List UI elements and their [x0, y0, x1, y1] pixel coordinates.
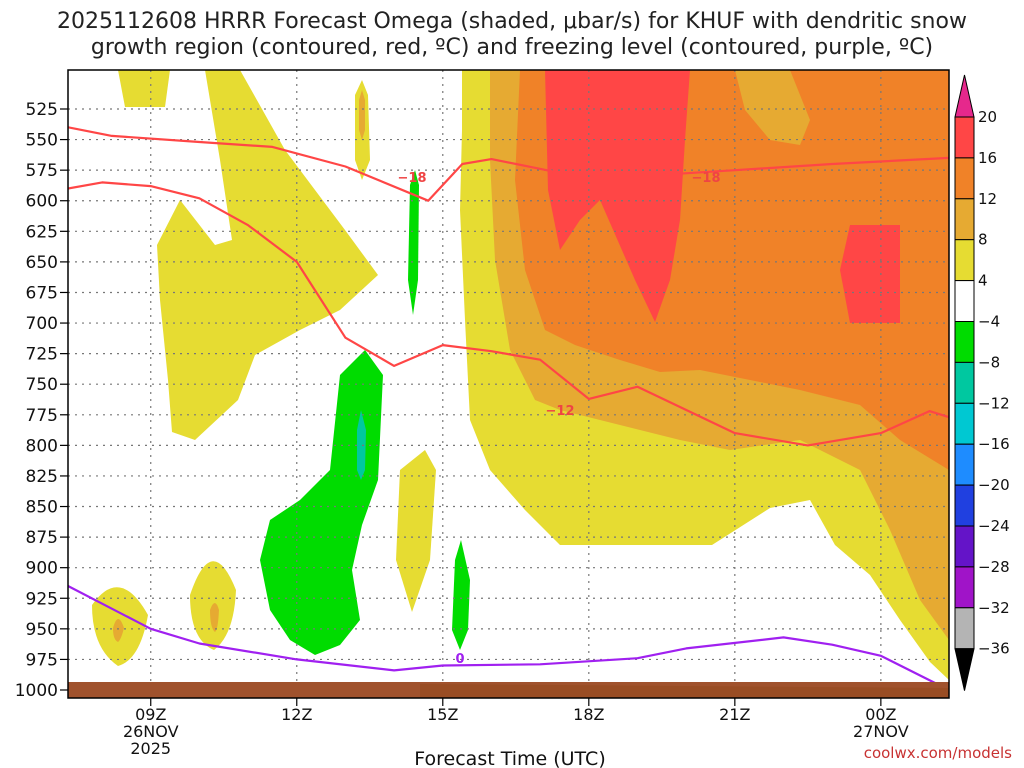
dgz-upper-isotherm-contour: [68, 126, 949, 202]
colorbar-tick-label: 20: [978, 108, 997, 126]
ground-terrain: [68, 682, 949, 698]
y-tick-label: 800: [26, 436, 58, 456]
omega-orange-band: [735, 70, 810, 145]
x-tick-label: 18Z: [573, 705, 604, 724]
colorbar-tick-label: −32: [978, 599, 1010, 617]
colorbar-bin: [954, 198, 975, 241]
colorbar-bin: [954, 566, 975, 609]
x-axis-label: Forecast Time (UTC): [414, 748, 605, 768]
colorbar-bottom-arrow: [954, 648, 975, 691]
credit-text: coolwx.com/models: [864, 744, 1012, 762]
colorbar-bin: [954, 607, 975, 650]
y-tick-label: 1000: [15, 681, 58, 701]
colorbar-tick-label: −28: [978, 558, 1010, 576]
contour-label-dgz-lower: −12: [546, 404, 575, 419]
contour-lines: [68, 126, 949, 691]
colorbar-tick-label: −4: [978, 313, 1000, 331]
omega-low-yellow: [396, 450, 436, 612]
colorbar: 20 16 12 8 4 −4 −8 −12 −16 −20 −24 −28 −32 −36: [954, 74, 1010, 691]
colorbar-bin: [954, 239, 975, 282]
x-tick-label: 21Z: [719, 705, 750, 724]
x-tick-year: 2025: [130, 739, 171, 758]
freezing-level-contour: [68, 585, 949, 691]
omega-max-red: [545, 70, 690, 322]
x-tick-date: 26NOV: [123, 722, 179, 741]
omega-low-yellow: [210, 603, 219, 632]
omega-low-yellow: [113, 619, 124, 642]
colorbar-bin: [954, 321, 975, 363]
y-tick-label: 775: [26, 406, 58, 426]
colorbar-bin: [954, 484, 975, 527]
colorbar-bin: [954, 402, 975, 445]
y-tick-label: 525: [26, 100, 58, 120]
omega-sinking-green: [452, 540, 470, 650]
chart-title-line1: 2025112608 HRRR Forecast Omega (shaded, …: [57, 9, 967, 34]
omega-shading: [92, 70, 949, 680]
y-tick-label: 700: [26, 314, 58, 334]
omega-upper-yellow: [157, 70, 378, 440]
colorbar-bin: [954, 443, 975, 486]
colorbar-tick-label: 8: [978, 231, 988, 249]
colorbar-tick-label: −16: [978, 435, 1010, 453]
colorbar-tick-label: −12: [978, 394, 1010, 412]
x-tick-label: 00Z: [865, 705, 896, 724]
x-tick-label: 12Z: [281, 705, 312, 724]
contour-label-dgz-upper-1: −18: [398, 171, 427, 186]
omega-sinking-green: [408, 170, 419, 315]
colorbar-top-arrow: [954, 74, 975, 118]
y-tick-label: 925: [26, 589, 58, 609]
colorbar-bin: [954, 116, 975, 159]
omega-upper-yellow: [118, 70, 170, 107]
y-tick-label: 975: [26, 650, 58, 670]
colorbar-bin: [954, 525, 975, 568]
colorbar-tick-label: −36: [978, 640, 1010, 658]
ground-shading: [420, 684, 949, 698]
y-tick-label: 950: [26, 620, 58, 640]
y-tick-label: 750: [26, 375, 58, 395]
y-tick-label: 825: [26, 467, 58, 487]
colorbar-tick-label: 12: [978, 190, 997, 208]
x-tick-date: 27NOV: [853, 722, 909, 741]
y-tick-label: 675: [26, 283, 58, 303]
colorbar-bin: [954, 157, 975, 200]
contour-label-freezing-level: 0: [455, 652, 464, 667]
y-tick-label: 725: [26, 345, 58, 365]
y-axis: 525 550 575 600 625 650 675 700 725 750 775 800 825 8…: [15, 100, 68, 701]
y-tick-label: 550: [26, 131, 58, 151]
chart-title-line2: growth region (contoured, red, ºC) and f…: [91, 35, 933, 60]
contour-label-dgz-upper-2: −18: [692, 171, 721, 186]
y-tick-label: 875: [26, 528, 58, 548]
colorbar-tick-label: −20: [978, 476, 1010, 494]
y-tick-label: 625: [26, 222, 58, 242]
dgz-lower-isotherm-contour: [68, 181, 949, 447]
omega-upper-yellow: [359, 90, 365, 140]
y-tick-label: 850: [26, 498, 58, 518]
colorbar-bin: [954, 361, 975, 404]
colorbar-tick-label: −8: [978, 353, 1000, 371]
colorbar-tick-label: 16: [978, 149, 997, 167]
omega-max-red: [840, 225, 900, 323]
colorbar-bin: [954, 280, 975, 323]
plot-area: −18 −18 −12 0: [67, 69, 950, 699]
y-tick-label: 650: [26, 253, 58, 273]
x-tick-label: 09Z: [135, 705, 166, 724]
colorbar-tick-label: 4: [978, 272, 988, 290]
omega-sinking-green: [260, 350, 383, 655]
colorbar-tick-label: −24: [978, 517, 1010, 535]
y-tick-label: 575: [26, 161, 58, 181]
omega-sinking-teal: [357, 410, 366, 480]
y-tick-label: 900: [26, 559, 58, 579]
y-tick-label: 600: [26, 192, 58, 212]
x-tick-label: 15Z: [427, 705, 458, 724]
